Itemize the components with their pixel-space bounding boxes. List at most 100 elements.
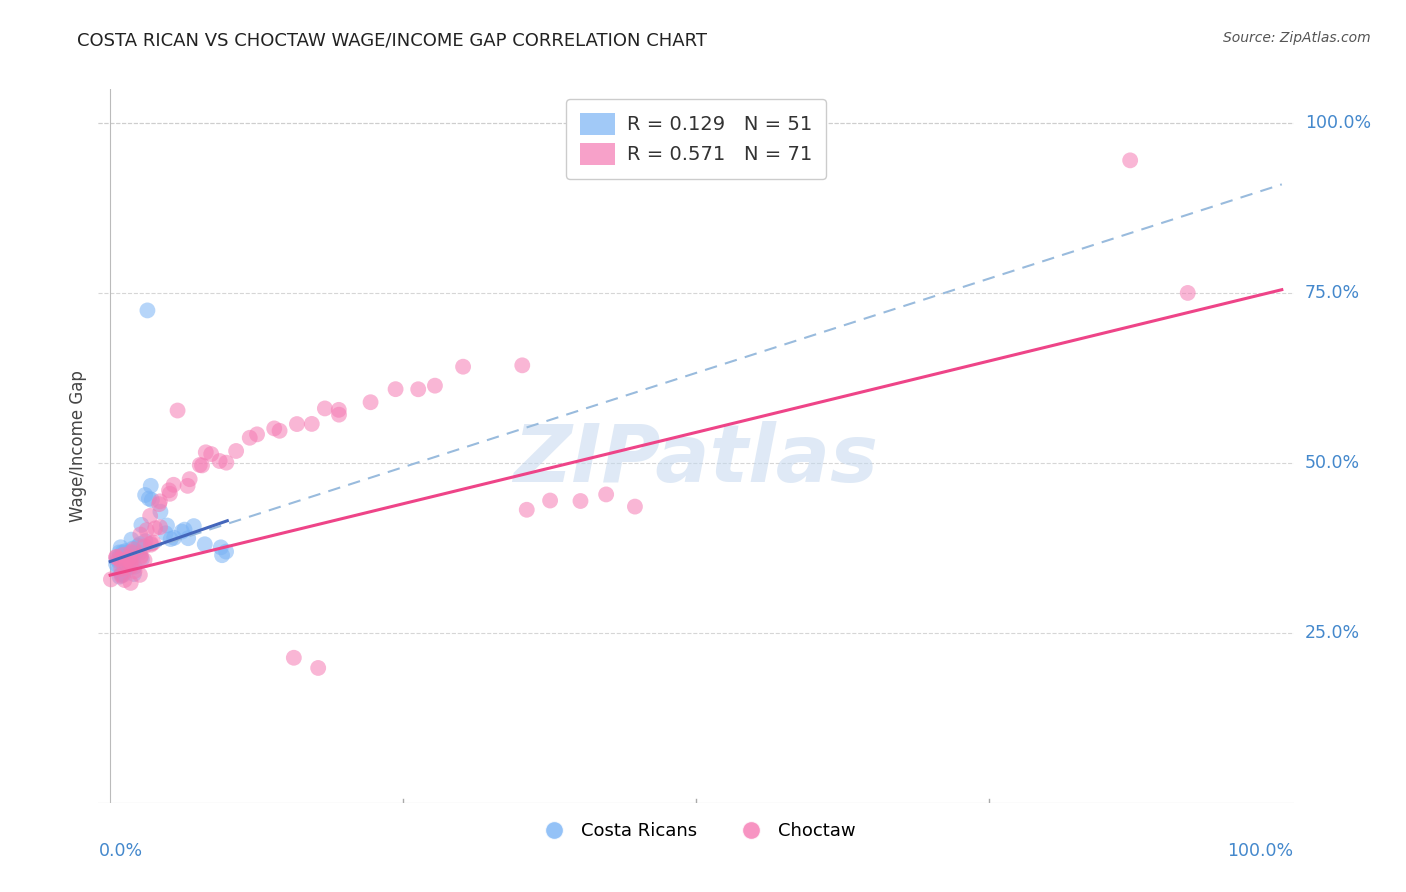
Point	[120, 545, 142, 559]
Point	[179, 472, 201, 486]
Point	[124, 559, 146, 574]
Point	[114, 546, 136, 560]
Point	[384, 382, 406, 396]
Point	[141, 493, 163, 508]
Point	[451, 359, 474, 374]
Point	[122, 546, 145, 560]
Point	[423, 378, 446, 392]
Point	[328, 408, 350, 422]
Point	[173, 523, 195, 537]
Point	[136, 303, 159, 318]
Point	[177, 531, 200, 545]
Point	[114, 551, 136, 566]
Point	[143, 521, 166, 535]
Point	[163, 531, 186, 545]
Point	[117, 552, 139, 566]
Point	[121, 533, 143, 547]
Point	[107, 563, 129, 577]
Point	[211, 548, 233, 562]
Point	[215, 456, 238, 470]
Point	[114, 560, 136, 574]
Point	[149, 505, 172, 519]
Point	[115, 556, 138, 570]
Point	[110, 566, 132, 581]
Point	[124, 564, 146, 578]
Point	[120, 560, 142, 574]
Point	[155, 526, 177, 541]
Point	[538, 493, 561, 508]
Point	[246, 427, 269, 442]
Point	[107, 554, 129, 568]
Point	[149, 520, 172, 534]
Point	[121, 550, 143, 565]
Legend: Costa Ricans, Choctaw: Costa Ricans, Choctaw	[529, 815, 863, 847]
Point	[108, 552, 131, 566]
Point	[156, 518, 179, 533]
Point	[110, 541, 132, 555]
Point	[215, 544, 238, 558]
Point	[134, 553, 156, 567]
Point	[162, 477, 184, 491]
Point	[112, 567, 135, 582]
Point	[114, 573, 136, 587]
Point	[128, 567, 150, 582]
Point	[170, 524, 193, 539]
Point	[135, 523, 157, 537]
Point	[188, 458, 211, 472]
Point	[122, 542, 145, 557]
Point	[108, 545, 131, 559]
Text: ZIPatlas: ZIPatlas	[513, 421, 879, 500]
Point	[121, 541, 143, 556]
Point	[117, 547, 139, 561]
Point	[120, 556, 142, 570]
Point	[129, 549, 152, 563]
Point	[110, 562, 132, 576]
Point	[111, 567, 134, 582]
Point	[129, 537, 152, 551]
Point	[194, 537, 217, 551]
Point	[191, 458, 214, 473]
Point	[307, 661, 329, 675]
Point	[159, 487, 181, 501]
Point	[105, 550, 128, 565]
Point	[110, 568, 132, 582]
Point	[209, 541, 232, 555]
Point	[105, 550, 128, 565]
Point	[569, 494, 592, 508]
Point	[105, 557, 128, 571]
Point	[117, 559, 139, 574]
Point	[149, 494, 172, 508]
Text: 100.0%: 100.0%	[1305, 114, 1371, 132]
Text: COSTA RICAN VS CHOCTAW WAGE/INCOME GAP CORRELATION CHART: COSTA RICAN VS CHOCTAW WAGE/INCOME GAP C…	[77, 31, 707, 49]
Point	[122, 567, 145, 582]
Point	[176, 479, 198, 493]
Point	[131, 517, 153, 532]
Point	[131, 552, 153, 566]
Text: Source: ZipAtlas.com: Source: ZipAtlas.com	[1223, 31, 1371, 45]
Point	[200, 447, 222, 461]
Point	[128, 546, 150, 560]
Text: 50.0%: 50.0%	[1305, 454, 1360, 472]
Point	[166, 403, 188, 417]
Point	[134, 534, 156, 549]
Point	[112, 554, 135, 568]
Point	[118, 550, 141, 565]
Point	[127, 539, 149, 553]
Point	[139, 479, 162, 493]
Text: 75.0%: 75.0%	[1305, 284, 1360, 302]
Point	[328, 402, 350, 417]
Point	[239, 431, 262, 445]
Text: 25.0%: 25.0%	[1305, 624, 1360, 642]
Point	[112, 548, 135, 562]
Point	[138, 491, 160, 506]
Point	[510, 359, 533, 373]
Point	[111, 545, 134, 559]
Point	[105, 552, 128, 566]
Point	[516, 502, 538, 516]
Point	[129, 550, 152, 565]
Point	[114, 544, 136, 558]
Point	[301, 417, 323, 431]
Point	[225, 444, 247, 458]
Point	[183, 519, 205, 533]
Point	[125, 545, 148, 559]
